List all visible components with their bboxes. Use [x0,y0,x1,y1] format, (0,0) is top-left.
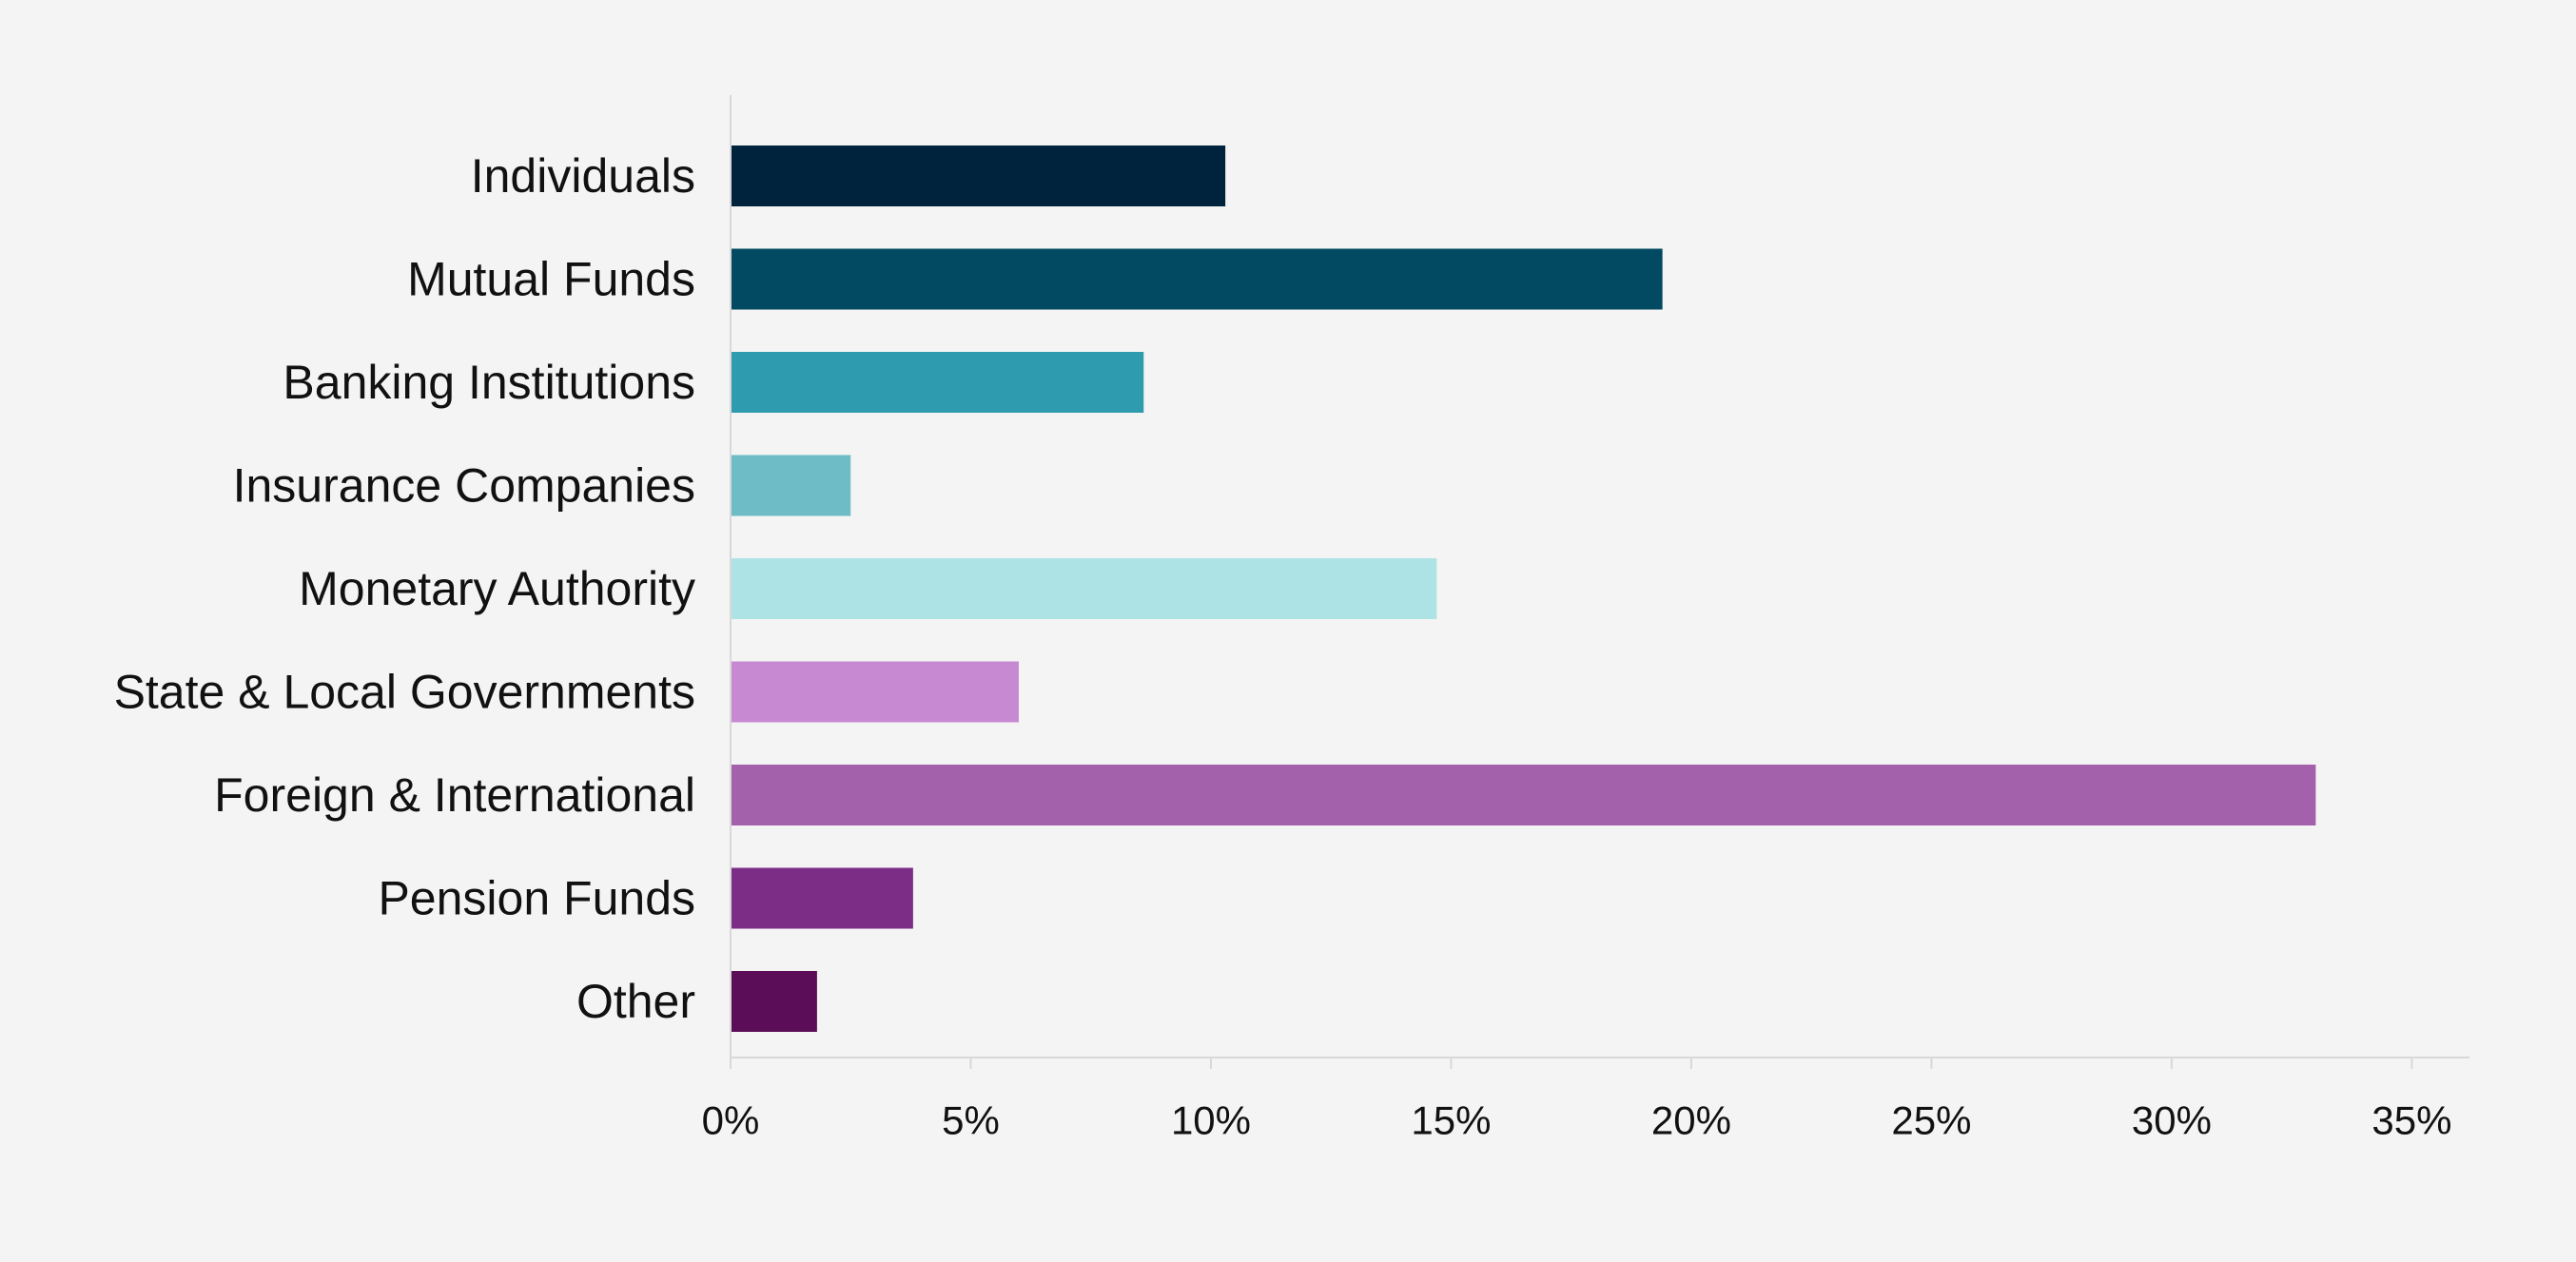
bar-banking-institutions [731,352,1144,413]
x-tick-label: 20% [1651,1098,1731,1143]
bar-other [731,971,817,1032]
category-label-state-and-local-governments: State & Local Governments [114,666,695,719]
x-tick-label: 25% [1891,1098,1971,1143]
x-tick-label: 15% [1411,1098,1491,1143]
bar-insurance-companies [731,455,851,516]
category-label-monetary-authority: Monetary Authority [299,562,695,615]
category-label-other: Other [576,975,695,1028]
category-label-individuals: Individuals [471,149,695,203]
bar-monetary-authority [731,558,1437,619]
bar-mutual-funds [731,248,1663,310]
axes [730,95,2469,1069]
category-labels: Individuals Mutual Funds Banking Instituti… [114,149,695,1028]
x-tick-label: 30% [2132,1098,2212,1143]
category-label-banking-institutions: Banking Institutions [283,356,695,409]
x-tick-label: 10% [1171,1098,1251,1143]
category-label-mutual-funds: Mutual Funds [407,253,695,306]
bar-foreign-and-international [731,765,2316,825]
category-label-pension-funds: Pension Funds [378,872,695,925]
x-tick-label: 5% [942,1098,1000,1143]
bar-individuals [731,146,1226,206]
x-tick-label: 0% [702,1098,760,1143]
x-tick-labels: 0% 5% 10% 15% 20% 25% 30% 35% [702,1098,2452,1143]
bar-pension-funds [731,867,913,929]
bars-layer [731,146,2316,1032]
x-tick-label: 35% [2371,1098,2451,1143]
category-label-foreign-and-international: Foreign & International [214,768,695,822]
category-label-insurance-companies: Insurance Companies [233,459,695,513]
bar-state-and-local-governments [731,661,1019,723]
